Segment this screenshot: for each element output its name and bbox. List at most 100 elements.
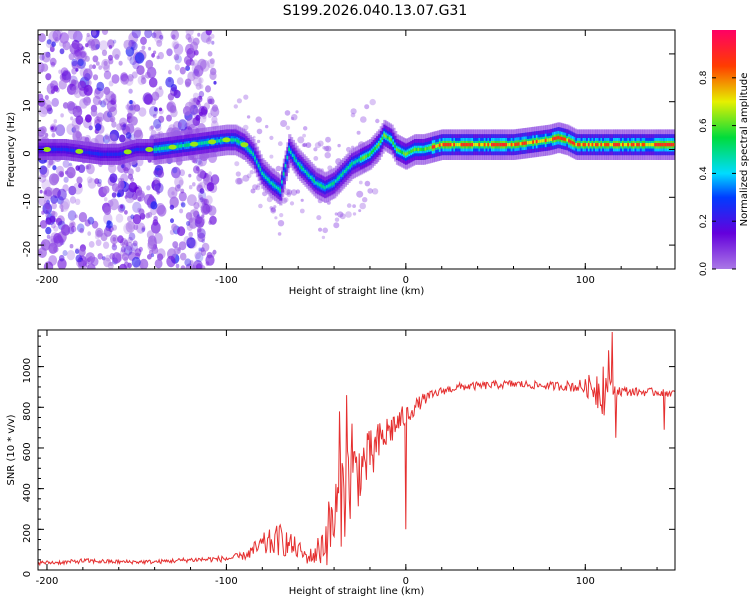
noise-blob xyxy=(75,198,81,205)
ridge-segment xyxy=(650,143,654,147)
ridge-segment xyxy=(430,145,434,150)
noise-blob xyxy=(201,242,210,252)
noise-blob xyxy=(367,188,374,194)
ridge-segment xyxy=(273,184,278,188)
noise-blob xyxy=(270,207,277,214)
ridge-segment xyxy=(216,139,220,143)
noise-blob xyxy=(78,183,83,189)
ridge-segment xyxy=(587,143,592,147)
noise-blob xyxy=(48,159,54,166)
ridge-segment xyxy=(288,147,292,152)
ridge-segment xyxy=(236,139,240,143)
noise-blob xyxy=(64,170,69,175)
ridge-segment xyxy=(555,136,559,140)
noise-blob xyxy=(108,80,114,87)
noise-blob xyxy=(75,115,84,125)
ridge-segment xyxy=(433,145,437,149)
ridge-segment xyxy=(602,143,606,147)
ridge-segment xyxy=(449,143,453,147)
ridge-segment xyxy=(318,183,322,187)
ridge-segment xyxy=(272,182,276,186)
noise-blob xyxy=(80,51,86,58)
noise-blob xyxy=(95,239,102,247)
noise-blob xyxy=(256,139,261,144)
noise-blob xyxy=(194,251,201,260)
noise-blob xyxy=(61,69,71,81)
noise-blob xyxy=(127,105,136,116)
noise-blob xyxy=(195,109,200,114)
ridge-segment xyxy=(313,179,317,183)
ridge-segment xyxy=(578,143,583,147)
ridge-segment xyxy=(618,143,622,147)
noise-blob xyxy=(112,237,117,242)
ridge-segment xyxy=(180,144,184,148)
ridge-segment xyxy=(399,149,403,153)
noise-blob xyxy=(59,32,69,44)
ridge-segment xyxy=(340,173,344,177)
noise-blob xyxy=(106,220,113,229)
noise-blob xyxy=(120,173,129,183)
ridge-segment xyxy=(582,143,586,147)
noise-blob xyxy=(151,53,156,58)
ridge-segment xyxy=(609,143,613,147)
noise-blob xyxy=(193,49,199,56)
noise-blob xyxy=(212,249,217,255)
noise-blob xyxy=(152,114,157,119)
noise-blob xyxy=(234,161,240,167)
colorbar-label: Normalized spectral amplitude xyxy=(739,73,750,227)
ridge-core xyxy=(190,141,199,147)
noise-blob xyxy=(141,227,146,233)
noise-blob xyxy=(48,265,52,269)
noise-blob xyxy=(152,244,158,250)
noise-blob xyxy=(194,215,203,225)
noise-blob xyxy=(275,165,282,172)
noise-blob xyxy=(51,132,56,138)
ridge-segment xyxy=(415,147,419,152)
ridge-segment xyxy=(333,181,337,185)
noise-blob xyxy=(50,61,56,68)
noise-blob xyxy=(134,248,142,257)
noise-blob xyxy=(360,116,367,123)
noise-blob xyxy=(198,90,205,98)
noise-blob xyxy=(141,226,146,231)
noise-blob xyxy=(69,42,80,55)
noise-blob xyxy=(128,88,133,94)
ridge-segment xyxy=(255,160,260,164)
noise-blob xyxy=(131,193,138,200)
noise-blob xyxy=(81,46,85,51)
noise-blob xyxy=(277,141,283,147)
ridge-segment xyxy=(499,143,504,147)
noise-blob xyxy=(53,233,62,244)
ridge-segment xyxy=(413,147,417,152)
noise-blob xyxy=(199,59,210,72)
ridge-segment xyxy=(307,173,312,177)
noise-blob xyxy=(185,65,191,71)
noise-blob xyxy=(204,195,213,205)
noise-blob xyxy=(250,188,256,194)
ridge-segment xyxy=(648,143,653,147)
y-axis-label: SNR (10 * v/v) xyxy=(6,414,17,485)
noise-blob xyxy=(206,182,215,192)
noise-blob xyxy=(91,30,97,36)
noise-blob xyxy=(184,258,192,267)
noise-blob xyxy=(154,177,161,186)
noise-blob xyxy=(197,160,204,167)
ridge-segment xyxy=(550,137,554,142)
noise-blob xyxy=(53,119,58,124)
noise-blob xyxy=(195,157,202,166)
noise-blob xyxy=(59,48,65,55)
noise-blob xyxy=(185,212,193,220)
noise-blob xyxy=(87,231,92,236)
ridge-segment xyxy=(377,143,382,147)
noise-blob xyxy=(62,40,71,51)
noise-blob xyxy=(131,30,141,39)
noise-blob xyxy=(62,250,68,256)
ridge-segment xyxy=(372,148,376,153)
noise-blob xyxy=(195,216,205,228)
ridge-segment xyxy=(369,152,373,156)
ridge-segment xyxy=(553,136,557,141)
noise-blob xyxy=(189,58,193,62)
noise-blob xyxy=(252,184,258,191)
noise-blob xyxy=(322,227,329,234)
noise-blob xyxy=(207,59,215,69)
